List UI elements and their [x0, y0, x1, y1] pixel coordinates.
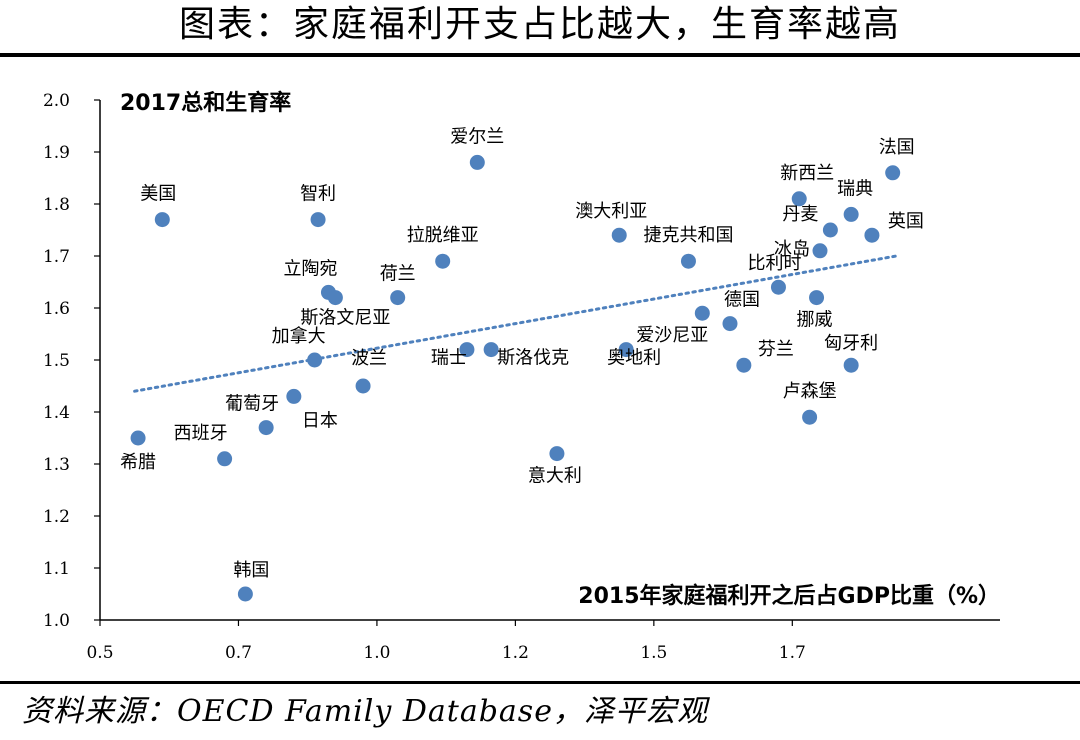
point-label: 立陶宛 — [283, 258, 337, 279]
data-point — [459, 342, 475, 358]
data-point — [483, 342, 499, 358]
y-tick-label: 1.7 — [43, 247, 70, 267]
y-axis-ticks: 1.0 1.1 1.2 1.3 1.4 1.5 1.6 1.7 1.8 1.9 2.0 — [43, 91, 100, 631]
point-label: 澳大利亚 — [575, 201, 647, 222]
data-point — [258, 420, 274, 436]
point-label: 西班牙 — [174, 423, 228, 444]
point-label: 拉脱维亚 — [407, 225, 479, 246]
y-tick-label: 1.0 — [43, 611, 70, 631]
point-label: 法国 — [879, 137, 915, 158]
data-point — [355, 378, 371, 394]
figure-title: 图表：家庭福利开支占比越大，生育率越高 — [178, 4, 901, 45]
point-label: 芬兰 — [758, 339, 794, 360]
x-tick-label: 1.5 — [640, 643, 667, 663]
data-point — [154, 212, 170, 228]
y-axis-title: 2017总和生育率 — [120, 90, 291, 116]
x-axis-ticks: 0.5 0.7 1.0 1.2 1.5 1.7 — [86, 620, 806, 663]
data-point — [130, 430, 146, 446]
point-label: 加拿大 — [272, 325, 326, 347]
point-label: 新西兰 — [780, 163, 834, 184]
point-label: 卢森堡 — [783, 381, 837, 402]
point-label: 匈牙利 — [824, 333, 878, 354]
point-label: 丹麦 — [782, 204, 818, 225]
point-label: 爱沙尼亚 — [636, 325, 708, 346]
x-tick-label: 0.5 — [86, 643, 113, 663]
data-point — [237, 586, 253, 602]
y-tick-label: 1.5 — [43, 351, 70, 371]
data-point — [611, 227, 627, 243]
point-label: 德国 — [724, 290, 760, 311]
point-label: 荷兰 — [380, 264, 416, 285]
scatter-chart: 1.0 1.1 1.2 1.3 1.4 1.5 1.6 1.7 1.8 1.9 2.0 0.5 0.7… — [43, 90, 1000, 663]
point-label: 日本 — [302, 410, 338, 431]
y-tick-label: 1.9 — [43, 143, 70, 163]
data-point — [843, 206, 859, 222]
x-axis-title: 2015年家庭福利开之后占GDP比重（%） — [578, 583, 1000, 609]
data-point — [722, 316, 738, 332]
trendline — [133, 254, 898, 393]
x-tick-label: 1.0 — [363, 643, 390, 663]
point-label: 智利 — [300, 184, 336, 205]
data-point — [469, 154, 485, 170]
y-tick-label: 1.1 — [43, 559, 70, 579]
point-label: 比利时 — [747, 253, 801, 274]
point-label: 美国 — [140, 184, 176, 205]
data-point — [809, 290, 825, 306]
y-tick-label: 1.3 — [43, 455, 70, 475]
data-point — [791, 191, 807, 207]
data-point — [217, 451, 233, 467]
data-point — [286, 388, 302, 404]
x-tick-label: 1.2 — [502, 643, 529, 663]
data-point — [694, 305, 710, 321]
point-label: 瑞典 — [837, 178, 873, 199]
data-point — [736, 357, 752, 373]
point-label: 爱尔兰 — [450, 126, 504, 147]
point-label: 挪威 — [797, 310, 833, 331]
point-label: 意大利 — [528, 466, 582, 487]
data-point — [812, 243, 828, 259]
point-label: 英国 — [888, 211, 924, 232]
y-tick-label: 2.0 — [43, 91, 70, 111]
source-note: 资料来源：OECD Family Database，泽平宏观 — [22, 694, 708, 729]
data-points — [130, 154, 901, 602]
point-label: 冰岛 — [774, 239, 810, 260]
point-label: 奥地利 — [607, 348, 661, 369]
data-point — [310, 212, 326, 228]
data-point — [618, 342, 634, 358]
data-point — [307, 352, 323, 368]
data-point — [843, 357, 859, 373]
data-point — [770, 279, 786, 295]
data-point — [680, 253, 696, 269]
y-tick-label: 1.2 — [43, 507, 70, 527]
title-rule — [0, 53, 1080, 57]
data-point — [822, 222, 838, 238]
data-point — [802, 409, 818, 425]
y-tick-label: 1.6 — [43, 299, 70, 319]
point-label: 葡萄牙 — [225, 394, 279, 415]
data-point — [549, 446, 565, 462]
y-tick-label: 1.4 — [43, 403, 70, 423]
data-point — [885, 165, 901, 181]
point-label: 斯洛文尼亚 — [300, 308, 390, 329]
point-label: 瑞士 — [431, 348, 467, 369]
data-point — [327, 290, 343, 306]
point-label: 希腊 — [120, 452, 156, 473]
footer-rule — [0, 681, 1080, 684]
x-tick-label: 0.7 — [225, 643, 252, 663]
data-point — [435, 253, 451, 269]
y-tick-label: 1.8 — [43, 195, 70, 215]
point-label: 韩国 — [233, 560, 269, 581]
point-label: 斯洛伐克 — [497, 348, 569, 369]
point-label: 捷克共和国 — [643, 225, 733, 246]
point-label: 波兰 — [351, 348, 387, 369]
data-point — [390, 290, 406, 306]
x-tick-label: 1.7 — [779, 643, 806, 663]
data-point — [864, 227, 880, 243]
